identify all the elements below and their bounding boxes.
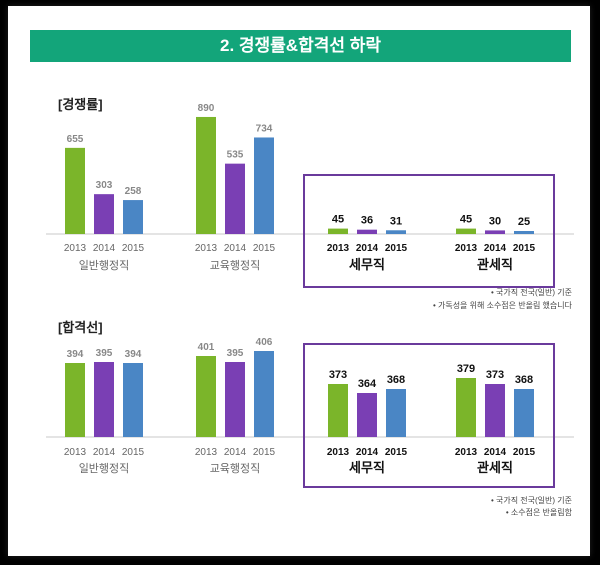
page-title: 2. 경쟁률&합격선 하락 (219, 36, 382, 55)
bar (254, 351, 274, 437)
bar (254, 137, 274, 234)
bar (514, 231, 534, 234)
year-tick-label: 2013 (455, 447, 478, 458)
group-label: 일반행정직 (79, 461, 130, 475)
data-label: 394 (67, 349, 84, 360)
bar (386, 389, 406, 437)
year-tick-label: 2015 (385, 447, 408, 458)
bar (94, 194, 114, 234)
group-label: 교육행정직 (210, 259, 261, 272)
bar (357, 229, 377, 234)
bar (225, 163, 245, 234)
group-label: 세무직 (349, 460, 385, 475)
bar (456, 228, 476, 234)
bar (225, 362, 245, 437)
data-label: 373 (486, 369, 504, 381)
year-tick-label: 2014 (224, 243, 247, 254)
data-label: 36 (361, 215, 373, 227)
highlight-box (303, 343, 555, 488)
group-label: 관세직 (477, 257, 513, 272)
data-label: 45 (332, 214, 344, 226)
data-label: 395 (227, 348, 244, 359)
bar (196, 116, 216, 234)
year-tick-label: 2013 (64, 447, 87, 458)
year-tick-label: 2014 (224, 447, 247, 458)
group-label: 일반행정직 (79, 258, 130, 272)
data-label: 890 (198, 103, 215, 114)
year-tick-label: 2014 (484, 447, 507, 458)
data-label: 45 (460, 214, 472, 226)
data-label: 25 (518, 216, 530, 228)
group-label: 관세직 (477, 460, 513, 475)
cutoff-note-2: • 소수점은 반올림함 (505, 508, 572, 517)
bar (485, 384, 505, 437)
year-tick-label: 2013 (195, 243, 218, 254)
bar (514, 389, 534, 437)
bar (328, 228, 348, 234)
bar (328, 384, 348, 437)
data-label: 535 (227, 150, 244, 161)
year-tick-label: 2013 (195, 447, 218, 458)
bar (123, 200, 143, 234)
year-tick-label: 2015 (385, 243, 408, 254)
cutoff-note-1: • 국가직 전국(일반) 기준 (490, 496, 572, 505)
group-label: 세무직 (349, 257, 385, 272)
data-label: 406 (256, 337, 273, 348)
data-label: 31 (390, 215, 402, 227)
year-tick-label: 2015 (253, 447, 276, 458)
bar (65, 363, 85, 437)
data-label: 401 (198, 342, 215, 353)
bar-charts: 655 2013 303 2014 258 2015 일반행정직 890 2013 535 2014… (46, 103, 574, 488)
bar (485, 230, 505, 234)
year-tick-label: 2013 (327, 243, 350, 254)
year-tick-label: 2013 (327, 447, 350, 458)
year-tick-label: 2015 (122, 447, 145, 458)
year-tick-label: 2014 (93, 243, 116, 254)
year-tick-label: 2013 (455, 243, 478, 254)
competition-section-label: [경쟁률] (58, 97, 103, 112)
data-label: 655 (67, 134, 84, 145)
data-label: 379 (457, 363, 475, 375)
competition-note-1: • 국가직 전국(일반) 기준 (490, 288, 572, 297)
cutoff-section-label: [합격선] (58, 320, 103, 335)
data-label: 30 (489, 215, 501, 227)
year-tick-label: 2014 (484, 243, 507, 254)
bar (456, 378, 476, 437)
data-label: 373 (329, 369, 347, 381)
bar (123, 363, 143, 437)
bar (94, 362, 114, 437)
title-banner: 2. 경쟁률&합격선 하락 (30, 30, 571, 62)
bar (386, 230, 406, 234)
data-label: 368 (515, 374, 533, 386)
bar (357, 393, 377, 437)
bar (196, 356, 216, 437)
year-tick-label: 2015 (253, 243, 276, 254)
data-label: 394 (125, 349, 142, 360)
data-label: 258 (125, 186, 142, 197)
competition-note-2: • 가독성을 위해 소수점은 반올림 했습니다 (432, 301, 572, 310)
year-tick-label: 2015 (513, 243, 536, 254)
highlight-box (303, 174, 555, 288)
data-label: 368 (387, 374, 405, 386)
bar (65, 147, 85, 234)
year-tick-label: 2014 (93, 447, 116, 458)
infographic-frame: 2. 경쟁률&합격선 하락 [경쟁률] [합격선] 655 2013 303 2014… (8, 6, 590, 556)
group-label: 교육행정직 (210, 462, 261, 475)
data-label: 364 (358, 378, 377, 390)
year-tick-label: 2013 (64, 243, 87, 254)
data-label: 734 (256, 123, 273, 134)
year-tick-label: 2014 (356, 447, 379, 458)
year-tick-label: 2014 (356, 243, 379, 254)
year-tick-label: 2015 (513, 447, 536, 458)
data-label: 303 (96, 180, 113, 191)
data-label: 395 (96, 348, 113, 359)
year-tick-label: 2015 (122, 243, 145, 254)
